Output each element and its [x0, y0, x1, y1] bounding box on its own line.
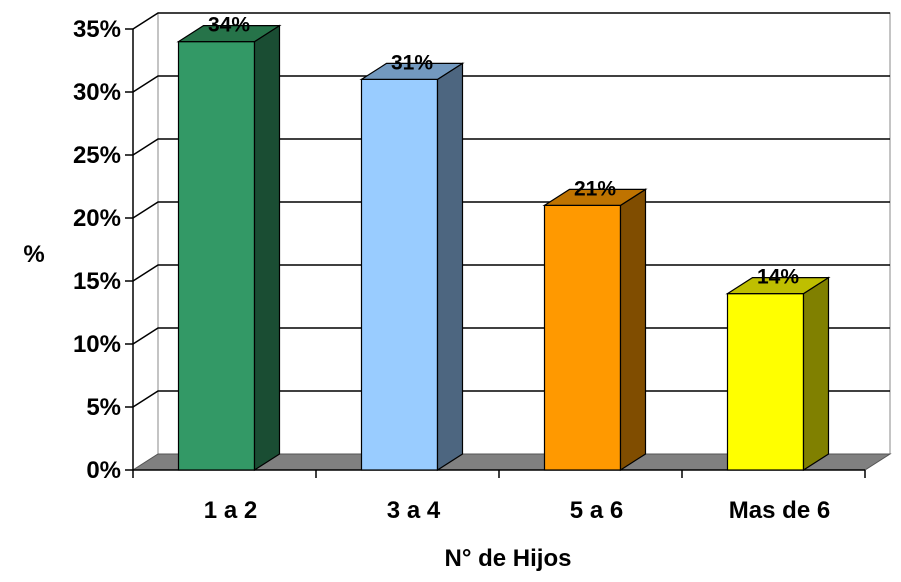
- side-wall: [132, 12, 159, 471]
- gridline: [132, 75, 890, 93]
- y-tick-label: 10%: [73, 331, 121, 358]
- gridline: [132, 138, 890, 156]
- bar-3-a-4: [359, 62, 465, 472]
- bar-side: [619, 188, 647, 472]
- x-tick-label: Mas de 6: [729, 497, 830, 524]
- bars: [176, 24, 831, 472]
- y-tick-label: 35%: [73, 16, 121, 43]
- bar-1-a-2: [176, 24, 282, 472]
- bar-side: [253, 24, 281, 472]
- y-tick-label: 30%: [73, 79, 121, 106]
- data-label: 31%: [391, 51, 433, 74]
- data-label: 34%: [208, 14, 250, 37]
- y-tick-label: 25%: [73, 142, 121, 169]
- gridline: [132, 12, 890, 30]
- bar-top: [725, 277, 831, 295]
- bar-front: [543, 204, 622, 471]
- data-label: 21%: [574, 177, 616, 200]
- y-tick-label: 5%: [86, 394, 121, 421]
- x-axis-title: N° de Hijos: [445, 545, 572, 572]
- bar-front: [360, 78, 439, 471]
- bar-5-a-6: [542, 188, 648, 472]
- x-tick-label: 3 a 4: [387, 497, 441, 524]
- bar-front: [726, 293, 805, 471]
- bar-top: [542, 188, 648, 206]
- y-tick-label: 0%: [86, 457, 121, 484]
- y-axis-title: %: [23, 241, 44, 268]
- x-tick-label: 1 a 2: [204, 497, 257, 524]
- bar-mas-de-6: [725, 276, 831, 472]
- bar-top: [359, 62, 465, 81]
- y-tick-label: 20%: [73, 205, 121, 232]
- x-tick-label: 5 a 6: [570, 497, 623, 524]
- y-tick-label: 15%: [73, 268, 121, 295]
- data-label: 14%: [757, 266, 799, 289]
- bar-side: [436, 62, 464, 472]
- bar-top: [176, 25, 282, 43]
- bar-side: [802, 276, 830, 472]
- bar-front: [177, 40, 256, 471]
- labels: 0% 5% 10% 15% 20% 25% 30% 35% 34% 1 a 2 31% 3 a 4 21…: [73, 14, 830, 524]
